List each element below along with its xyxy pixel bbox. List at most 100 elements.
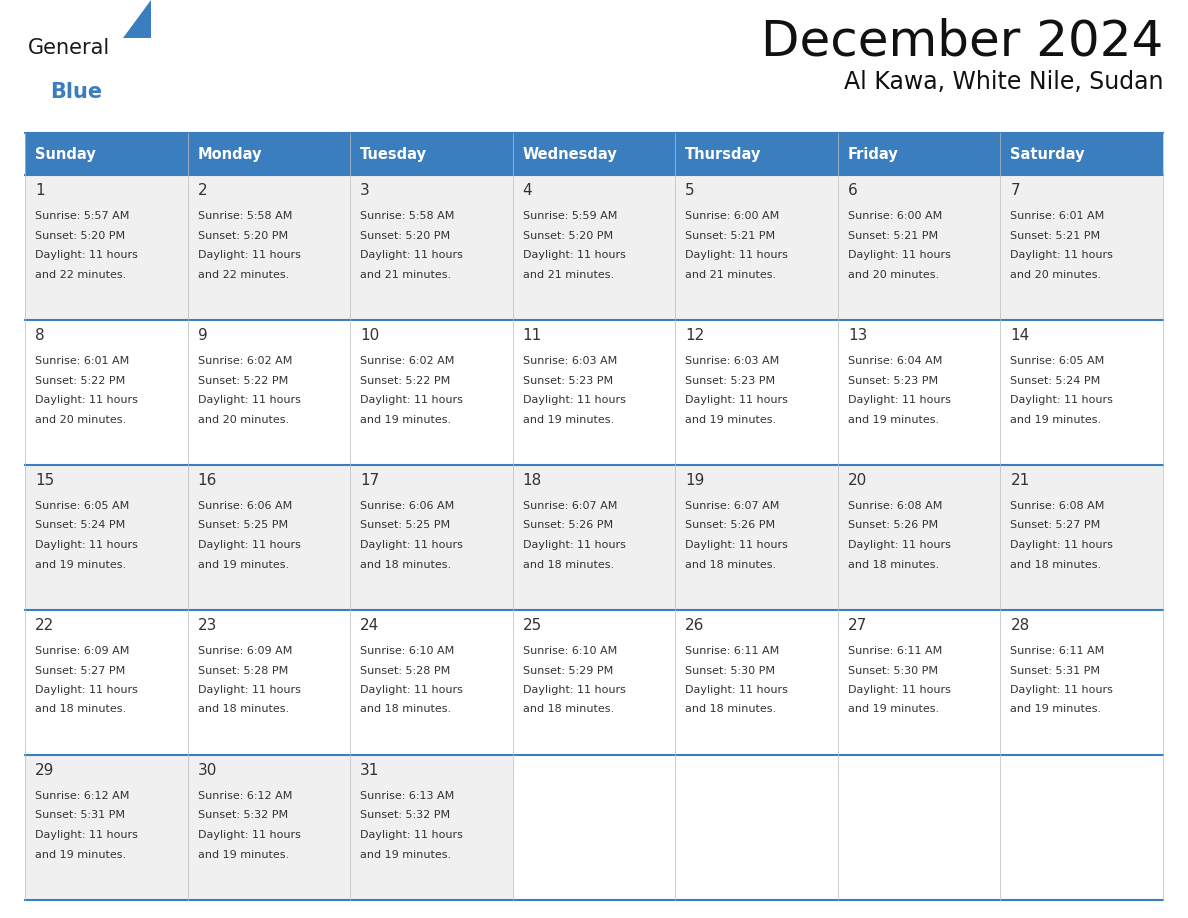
Bar — [1000, 610, 1163, 755]
Text: Daylight: 11 hours: Daylight: 11 hours — [523, 540, 626, 550]
Text: and 19 minutes.: and 19 minutes. — [360, 849, 451, 859]
Bar — [350, 175, 513, 320]
Text: Sunrise: 6:05 AM: Sunrise: 6:05 AM — [34, 501, 129, 511]
Text: Sunset: 5:30 PM: Sunset: 5:30 PM — [685, 666, 776, 676]
Text: 1: 1 — [34, 183, 45, 198]
Text: 22: 22 — [34, 618, 55, 633]
Bar — [1000, 320, 1163, 465]
Bar — [25, 175, 188, 320]
Text: Daylight: 11 hours: Daylight: 11 hours — [685, 395, 788, 405]
Text: and 18 minutes.: and 18 minutes. — [197, 704, 289, 714]
Text: and 21 minutes.: and 21 minutes. — [360, 270, 451, 279]
Bar — [1000, 175, 1163, 320]
Text: Sunset: 5:26 PM: Sunset: 5:26 PM — [685, 521, 776, 531]
Text: Daylight: 11 hours: Daylight: 11 hours — [523, 250, 626, 260]
Text: Sunset: 5:22 PM: Sunset: 5:22 PM — [197, 375, 287, 386]
Text: and 22 minutes.: and 22 minutes. — [34, 270, 126, 279]
Text: Sunset: 5:31 PM: Sunset: 5:31 PM — [1011, 666, 1100, 676]
Text: Daylight: 11 hours: Daylight: 11 hours — [523, 395, 626, 405]
Text: Daylight: 11 hours: Daylight: 11 hours — [34, 540, 138, 550]
Text: Daylight: 11 hours: Daylight: 11 hours — [848, 250, 950, 260]
Text: Sunset: 5:27 PM: Sunset: 5:27 PM — [1011, 521, 1100, 531]
Bar — [25, 465, 188, 610]
Text: and 19 minutes.: and 19 minutes. — [197, 559, 289, 569]
Text: Sunrise: 6:11 AM: Sunrise: 6:11 AM — [848, 646, 942, 656]
Text: Daylight: 11 hours: Daylight: 11 hours — [1011, 250, 1113, 260]
Text: and 18 minutes.: and 18 minutes. — [523, 559, 614, 569]
Text: Sunset: 5:23 PM: Sunset: 5:23 PM — [685, 375, 776, 386]
Text: 31: 31 — [360, 763, 379, 778]
Bar — [350, 320, 513, 465]
Text: Sunrise: 6:08 AM: Sunrise: 6:08 AM — [848, 501, 942, 511]
Text: Sunset: 5:30 PM: Sunset: 5:30 PM — [848, 666, 937, 676]
Text: Sunrise: 5:59 AM: Sunrise: 5:59 AM — [523, 211, 617, 221]
Text: and 18 minutes.: and 18 minutes. — [685, 559, 777, 569]
Text: Sunrise: 6:00 AM: Sunrise: 6:00 AM — [685, 211, 779, 221]
Text: 28: 28 — [1011, 618, 1030, 633]
Text: Daylight: 11 hours: Daylight: 11 hours — [360, 830, 463, 840]
Text: Daylight: 11 hours: Daylight: 11 hours — [197, 540, 301, 550]
Text: Sunrise: 6:02 AM: Sunrise: 6:02 AM — [360, 356, 455, 366]
Text: Daylight: 11 hours: Daylight: 11 hours — [197, 395, 301, 405]
Text: 26: 26 — [685, 618, 704, 633]
Text: and 20 minutes.: and 20 minutes. — [848, 270, 939, 279]
Text: Sunset: 5:20 PM: Sunset: 5:20 PM — [360, 230, 450, 241]
Text: and 20 minutes.: and 20 minutes. — [34, 415, 126, 424]
Text: Daylight: 11 hours: Daylight: 11 hours — [360, 250, 463, 260]
Text: Al Kawa, White Nile, Sudan: Al Kawa, White Nile, Sudan — [843, 70, 1163, 94]
Bar — [838, 320, 1000, 465]
Text: Thursday: Thursday — [685, 147, 762, 162]
Bar — [838, 175, 1000, 320]
Text: Sunrise: 5:58 AM: Sunrise: 5:58 AM — [197, 211, 292, 221]
Text: and 19 minutes.: and 19 minutes. — [360, 415, 451, 424]
Text: and 18 minutes.: and 18 minutes. — [848, 559, 939, 569]
Text: Sunset: 5:21 PM: Sunset: 5:21 PM — [1011, 230, 1100, 241]
Text: and 18 minutes.: and 18 minutes. — [360, 704, 451, 714]
Text: and 19 minutes.: and 19 minutes. — [685, 415, 777, 424]
Text: Daylight: 11 hours: Daylight: 11 hours — [360, 540, 463, 550]
Text: and 19 minutes.: and 19 minutes. — [197, 849, 289, 859]
Text: Sunset: 5:32 PM: Sunset: 5:32 PM — [197, 811, 287, 821]
Text: Sunset: 5:23 PM: Sunset: 5:23 PM — [848, 375, 939, 386]
Text: and 19 minutes.: and 19 minutes. — [523, 415, 614, 424]
Text: Sunrise: 6:12 AM: Sunrise: 6:12 AM — [34, 791, 129, 801]
Bar — [350, 610, 513, 755]
Bar — [188, 175, 350, 320]
Text: Sunset: 5:27 PM: Sunset: 5:27 PM — [34, 666, 125, 676]
Text: Sunset: 5:26 PM: Sunset: 5:26 PM — [848, 521, 939, 531]
Bar — [25, 610, 188, 755]
Text: 4: 4 — [523, 183, 532, 198]
Text: Sunset: 5:22 PM: Sunset: 5:22 PM — [360, 375, 450, 386]
Text: Sunrise: 5:58 AM: Sunrise: 5:58 AM — [360, 211, 455, 221]
Bar — [25, 133, 188, 175]
Text: Sunrise: 6:04 AM: Sunrise: 6:04 AM — [848, 356, 942, 366]
Text: 9: 9 — [197, 328, 208, 343]
Bar — [188, 755, 350, 900]
Text: Sunrise: 5:57 AM: Sunrise: 5:57 AM — [34, 211, 129, 221]
Bar — [838, 610, 1000, 755]
Text: Sunrise: 6:09 AM: Sunrise: 6:09 AM — [34, 646, 129, 656]
Text: 29: 29 — [34, 763, 55, 778]
Text: Daylight: 11 hours: Daylight: 11 hours — [360, 395, 463, 405]
Text: Sunrise: 6:05 AM: Sunrise: 6:05 AM — [1011, 356, 1105, 366]
Text: 14: 14 — [1011, 328, 1030, 343]
Bar — [513, 610, 675, 755]
Text: Daylight: 11 hours: Daylight: 11 hours — [34, 250, 138, 260]
Text: Sunday: Sunday — [34, 147, 96, 162]
Text: 5: 5 — [685, 183, 695, 198]
Text: 6: 6 — [848, 183, 858, 198]
Text: Daylight: 11 hours: Daylight: 11 hours — [848, 540, 950, 550]
Text: Daylight: 11 hours: Daylight: 11 hours — [848, 395, 950, 405]
Text: Sunset: 5:29 PM: Sunset: 5:29 PM — [523, 666, 613, 676]
Text: Sunset: 5:22 PM: Sunset: 5:22 PM — [34, 375, 125, 386]
Bar — [1000, 465, 1163, 610]
Text: Sunrise: 6:13 AM: Sunrise: 6:13 AM — [360, 791, 454, 801]
Text: Sunset: 5:21 PM: Sunset: 5:21 PM — [848, 230, 939, 241]
Text: December 2024: December 2024 — [760, 18, 1163, 66]
Text: 13: 13 — [848, 328, 867, 343]
Text: Daylight: 11 hours: Daylight: 11 hours — [360, 685, 463, 695]
Text: Sunrise: 6:01 AM: Sunrise: 6:01 AM — [1011, 211, 1105, 221]
Bar — [513, 465, 675, 610]
Text: 15: 15 — [34, 473, 55, 488]
Text: Sunset: 5:25 PM: Sunset: 5:25 PM — [197, 521, 287, 531]
